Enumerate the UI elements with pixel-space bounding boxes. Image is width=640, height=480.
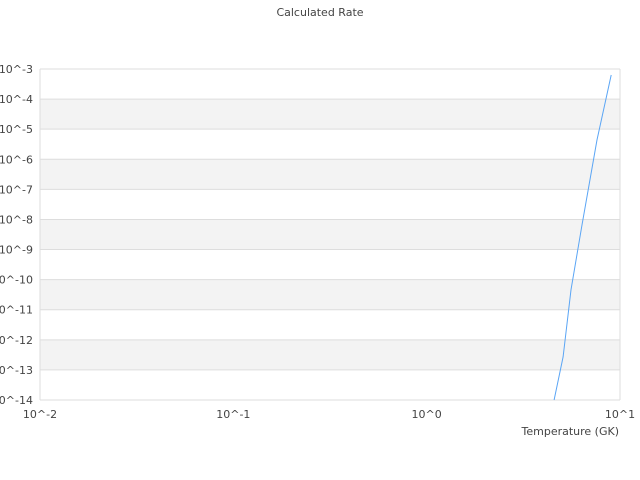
y-tick-label: 10^-11 [0, 304, 33, 317]
x-tick-label: 10^0 [412, 408, 442, 421]
grid-band [40, 219, 620, 250]
y-tick-label: 10^-5 [0, 123, 33, 136]
y-tick-label: 10^-8 [0, 213, 33, 226]
y-tick-label: 10^-13 [0, 364, 33, 377]
grid-band [40, 279, 620, 310]
y-tick-label: 10^-4 [0, 93, 33, 106]
grid-band [40, 159, 620, 190]
x-axis-label: Temperature (GK) [521, 425, 620, 438]
grid-band [40, 99, 620, 130]
y-tick-label: 10^-6 [0, 153, 33, 166]
x-tick-label: 10^-2 [23, 408, 57, 421]
y-tick-label: 10^-7 [0, 183, 33, 196]
series-line [553, 74, 612, 401]
y-tick-label: 10^-14 [0, 394, 33, 407]
y-tick-label: 10^-10 [0, 274, 33, 287]
x-tick-label: 10^-1 [216, 408, 250, 421]
chart-title: Calculated Rate [276, 6, 363, 19]
y-tick-label: 10^-12 [0, 334, 33, 347]
x-tick-label: 10^1 [605, 408, 635, 421]
y-tick-label: 10^-9 [0, 244, 33, 257]
grid-band [40, 339, 620, 370]
y-tick-label: 10^-3 [0, 63, 33, 76]
